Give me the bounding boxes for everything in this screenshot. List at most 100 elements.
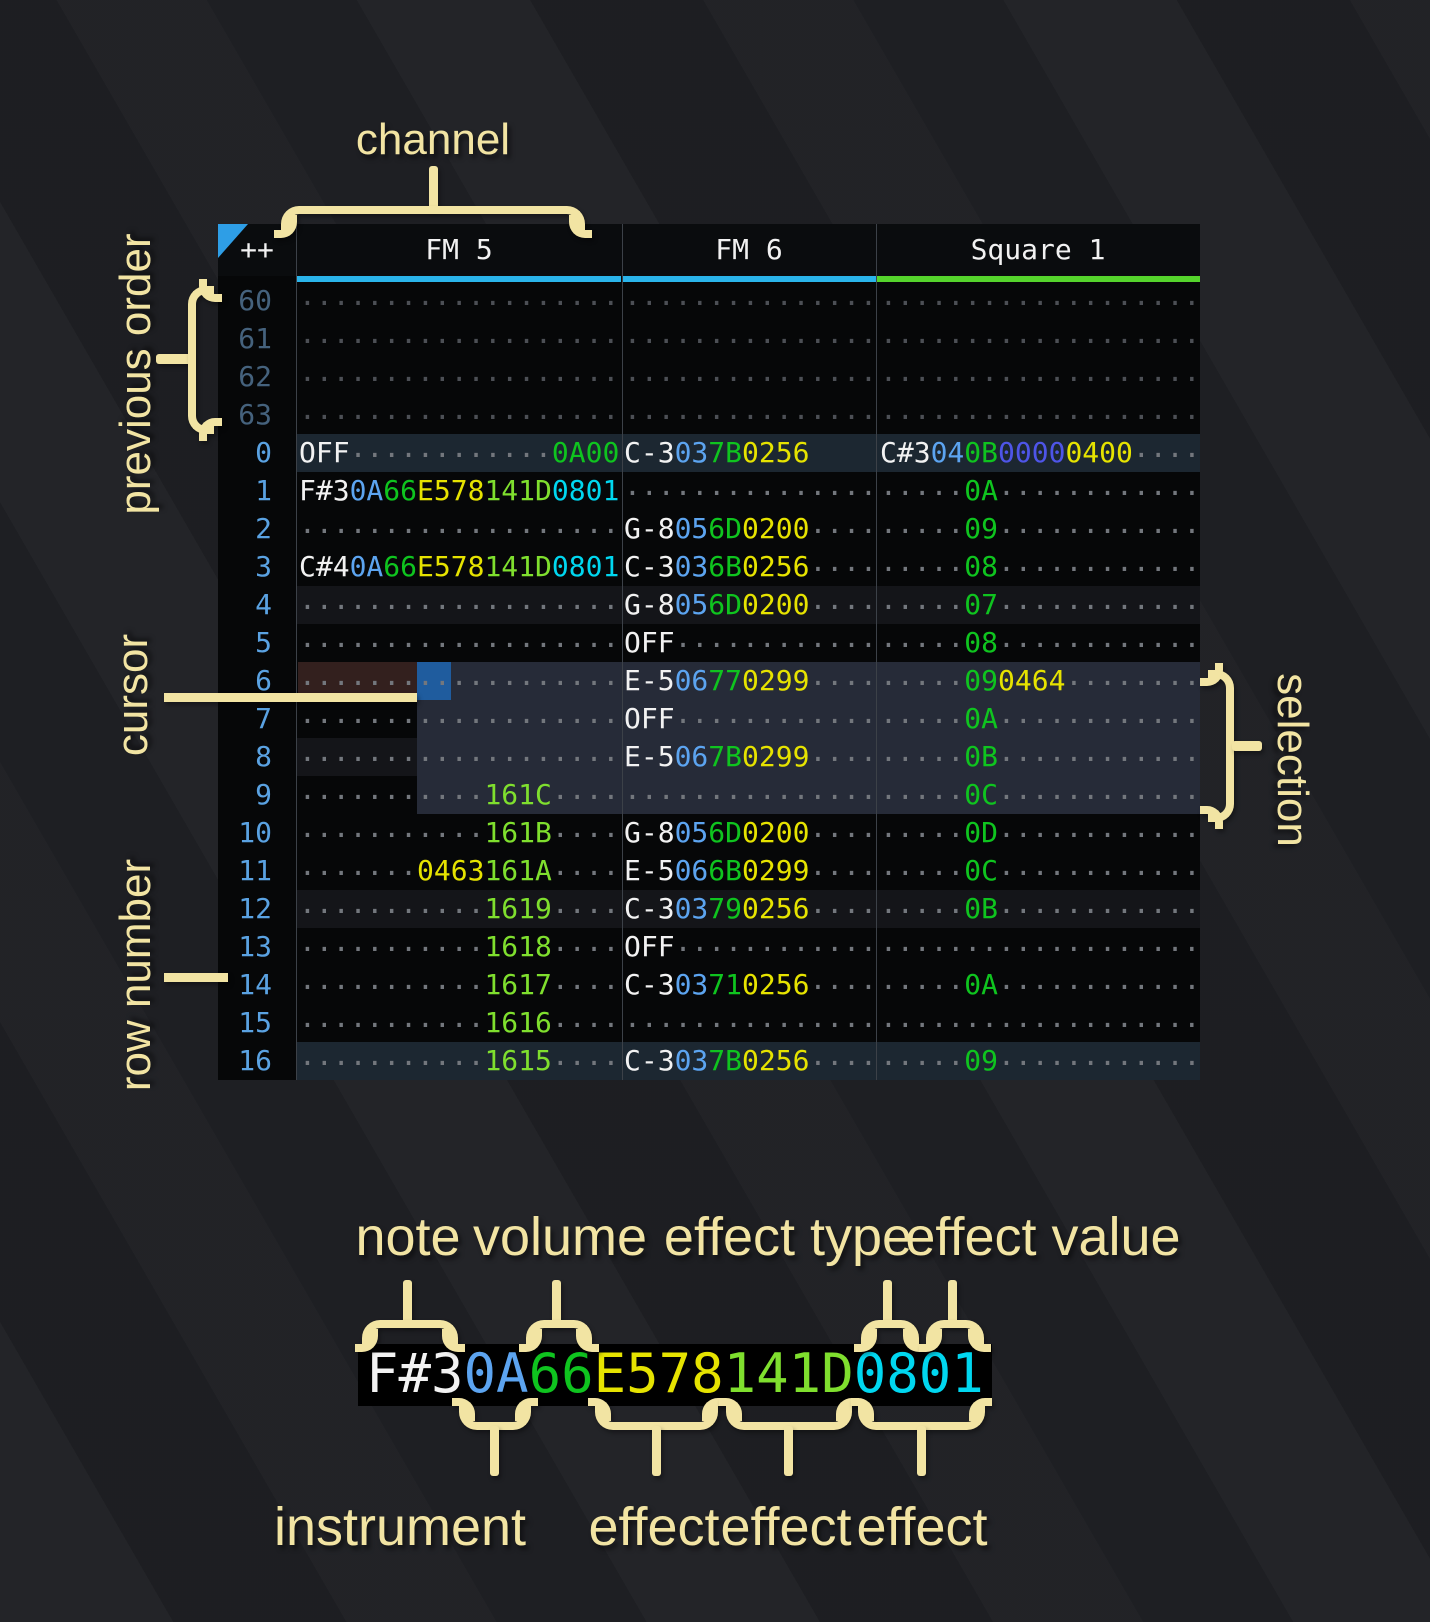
pattern-cell-sq1[interactable]: .....0B............: [880, 890, 1200, 925]
order-corner-icon: [218, 224, 248, 258]
pattern-cell-sq1[interactable]: .....0D............: [880, 814, 1200, 849]
column-divider: [876, 224, 877, 1080]
instrument-legend-label: instrument: [273, 1497, 527, 1557]
pattern-cell-fm5[interactable]: ...................: [299, 510, 620, 540]
pattern-cell-sq1[interactable]: .....0C............: [880, 776, 1200, 811]
pattern-cell-fm6[interactable]: ...............: [624, 1004, 876, 1034]
pattern-cell-sq1[interactable]: .....0A............: [880, 700, 1200, 735]
example-volume: 66: [528, 1342, 594, 1405]
row-number-pointer-line: [164, 973, 228, 982]
row-number: 15: [238, 1006, 272, 1039]
pattern-cell-fm6[interactable]: G-8056D0200....: [624, 814, 876, 849]
row-number: 7: [255, 702, 272, 735]
pattern-cell-fm6[interactable]: OFF............: [624, 624, 876, 659]
row-number: 62: [238, 360, 272, 393]
effect-type-legend-label: effect type: [663, 1207, 913, 1267]
pattern-cell-fm5[interactable]: ...................: [299, 358, 620, 388]
example-instrument: 0A: [463, 1342, 529, 1405]
pattern-cell-fm6[interactable]: C-303710256....: [624, 966, 876, 1001]
pattern-row: 14 ...........1617.... C-303710256........…: [218, 966, 1200, 1004]
pattern-cell-fm5[interactable]: ...................: [299, 282, 620, 312]
pattern-cell-sq1[interactable]: .....0A............: [880, 472, 1200, 507]
pattern-cell-sq1[interactable]: .....09............: [880, 510, 1200, 545]
pattern-cell-fm6[interactable]: E-5066B0299....: [624, 852, 876, 887]
pattern-cell-fm5[interactable]: ...................: [299, 738, 620, 768]
pattern-cell-fm5[interactable]: ...................: [299, 320, 620, 350]
pattern-cell-fm6[interactable]: OFF............: [624, 700, 876, 735]
pattern-row: 61......................................…: [218, 320, 1200, 358]
pattern-cell-sq1[interactable]: .....08............: [880, 548, 1200, 583]
previous-order-bracket: [188, 279, 222, 441]
pattern-cell-sq1[interactable]: .....0B............: [880, 738, 1200, 773]
pattern-cell-fm6[interactable]: ...............: [624, 472, 876, 502]
column-divider: [296, 224, 297, 1080]
row-number: 8: [255, 740, 272, 773]
column-divider: [622, 224, 623, 1080]
pattern-cell-fm5[interactable]: ...........1615....: [299, 1042, 620, 1077]
pattern-cell-fm5[interactable]: ...........1616....: [299, 1004, 620, 1039]
pattern-row: 1 F#30A66E578141D0801....................…: [218, 472, 1200, 510]
pattern-cell-fm6[interactable]: OFF............: [624, 928, 876, 963]
pattern-cell-fm6[interactable]: ...............: [624, 358, 876, 388]
pattern-cell-fm5[interactable]: F#30A66E578141D0801: [299, 474, 620, 507]
row-number: 14: [238, 968, 272, 1001]
pattern-cell-fm6[interactable]: E-5067B0299....: [624, 738, 876, 773]
pattern-cell-fm5[interactable]: OFF............0A00: [299, 434, 620, 469]
pattern-cell-fm6[interactable]: G-8056D0200....: [624, 510, 876, 545]
row-number: 9: [255, 778, 272, 811]
pattern-cell-fm5[interactable]: ...................: [299, 662, 620, 692]
pattern-cell-sq1[interactable]: ...................: [880, 358, 1200, 388]
pattern-cell-fm6[interactable]: C-3037B0256: [624, 436, 810, 469]
pattern-cell-fm6[interactable]: ...............: [624, 320, 876, 350]
pattern-cell-sq1[interactable]: ...................: [880, 320, 1200, 350]
pattern-cell-fm6[interactable]: E-506770299....: [624, 662, 876, 697]
pattern-cell-fm6[interactable]: C-303790256....: [624, 890, 876, 925]
channel-header-fm6[interactable]: FM 6: [715, 233, 783, 266]
pattern-cell-sq1[interactable]: C#3040B00000400....: [880, 434, 1200, 469]
pattern-cell-fm6[interactable]: G-8056D0200....: [624, 586, 876, 621]
pattern-cell-fm5[interactable]: ...........161B....: [299, 814, 620, 849]
pattern-cell-fm5[interactable]: C#40A66E578141D0801: [299, 550, 620, 583]
pattern-row: 9 ...........161C........................…: [218, 776, 1200, 814]
pattern-editor[interactable]: ++ FM 5 FM 6 Square 1 60................…: [218, 224, 1200, 1080]
row-number: 60: [238, 284, 272, 317]
pattern-cell-sq1[interactable]: ...................: [880, 1004, 1200, 1034]
pattern-row: 12 ...........1619.... C-303790256........…: [218, 890, 1200, 928]
pattern-cell-fm5[interactable]: ...................: [299, 700, 620, 730]
row-number: 13: [238, 930, 272, 963]
cursor-label: cursor: [108, 633, 157, 757]
pattern-row: 62......................................…: [218, 358, 1200, 396]
pattern-cell-sq1[interactable]: .....09............: [880, 1042, 1200, 1077]
pattern-cell-sq1[interactable]: .....0A............: [880, 966, 1200, 1001]
pattern-cell-sq1[interactable]: .....08............: [880, 624, 1200, 659]
pattern-cell-sq1[interactable]: .....0C............: [880, 852, 1200, 887]
pattern-cell-fm6[interactable]: C-3036B0256....: [624, 548, 876, 583]
pattern-cell-fm5[interactable]: ...........1619....: [299, 890, 620, 925]
pattern-cell-sq1[interactable]: .....090464........: [880, 662, 1200, 697]
pattern-cell-fm5[interactable]: .......0463161A....: [299, 852, 620, 887]
pattern-cell-fm6[interactable]: C-3037B0256....: [624, 1042, 876, 1077]
previous-order-stem: [156, 354, 192, 364]
channel-header-fm5[interactable]: FM 5: [425, 233, 493, 266]
pattern-cell-fm6[interactable]: ...............: [624, 396, 876, 426]
pattern-cell-fm5[interactable]: ...........161C....: [299, 776, 620, 811]
pattern-cell-sq1[interactable]: ...................: [880, 928, 1200, 958]
pattern-cell-sq1[interactable]: ...................: [880, 282, 1200, 312]
example-effect1: E578: [593, 1342, 724, 1405]
pattern-cell-fm5[interactable]: ...................: [299, 624, 620, 654]
pattern-cell-sq1[interactable]: .....07............: [880, 586, 1200, 621]
pattern-cell-fm6[interactable]: ...............: [624, 776, 876, 806]
pattern-rows[interactable]: 60......................................…: [218, 282, 1200, 1080]
channel-header-square1[interactable]: Square 1: [970, 233, 1106, 266]
pattern-cell-fm5[interactable]: ...................: [299, 396, 620, 426]
note-legend-label: note: [355, 1207, 461, 1267]
pattern-cell-fm6[interactable]: ...............: [624, 282, 876, 312]
effect-value-legend-label: effect value: [905, 1207, 1181, 1267]
pattern-cell-fm5[interactable]: ...........1618....: [299, 928, 620, 963]
pattern-cell-fm5[interactable]: ...................: [299, 586, 620, 616]
effect-value-bracket: [919, 1320, 991, 1352]
previous-order-label: previous order: [111, 233, 160, 515]
pattern-cell-fm5[interactable]: ...........1617....: [299, 966, 620, 1001]
pattern-cell-sq1[interactable]: ...................: [880, 396, 1200, 426]
